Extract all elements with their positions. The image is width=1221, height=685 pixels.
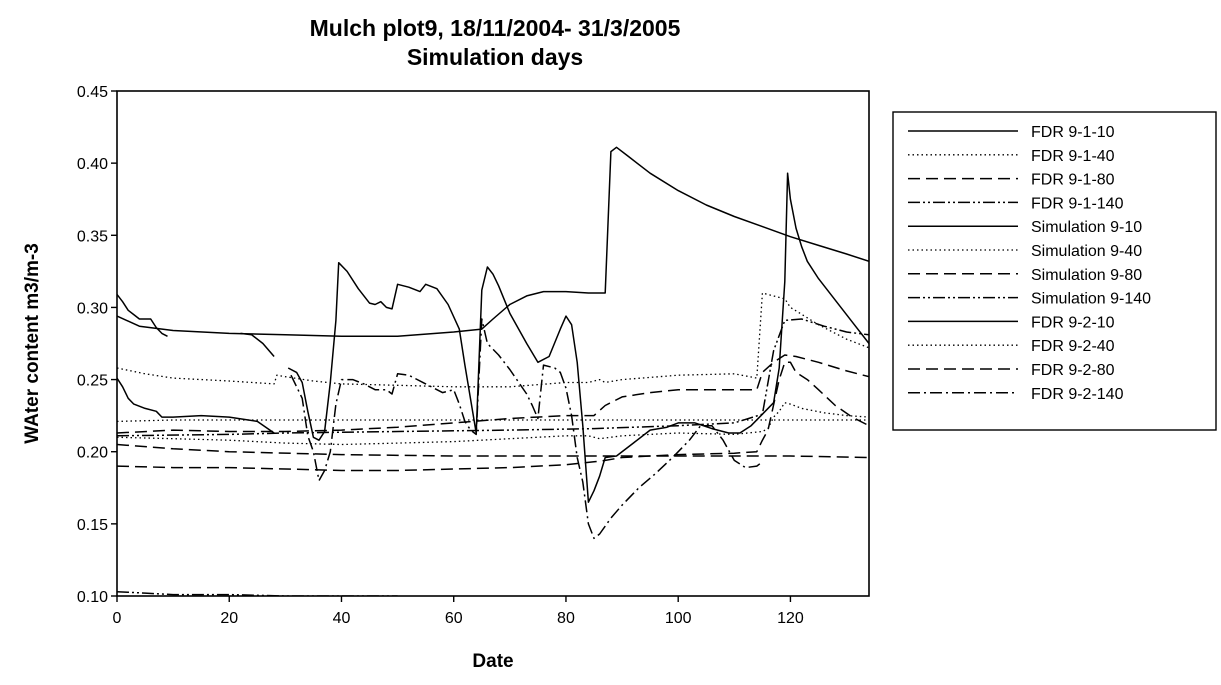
y-tick-label: 0.10	[77, 589, 108, 606]
y-tick-label: 0.40	[77, 156, 108, 173]
series-simulation-9-80	[117, 443, 869, 459]
legend-label: FDR 9-2-10	[1031, 314, 1115, 331]
legend-item: FDR 9-2-10	[908, 314, 1115, 331]
legend-item: FDR 9-1-10	[908, 124, 1115, 141]
series-fdr-9-1-80	[117, 354, 869, 434]
y-axis-title: WAter content m3/m-3	[22, 243, 43, 444]
y-tick-label: 0.35	[77, 228, 108, 245]
series-line	[117, 354, 869, 434]
x-tick-label: 40	[333, 610, 351, 627]
series-line	[290, 318, 763, 540]
y-tick-label: 0.20	[77, 445, 108, 462]
legend-label: Simulation 9-140	[1031, 291, 1151, 308]
series-line	[117, 590, 398, 596]
legend-item: FDR 9-2-140	[908, 386, 1124, 403]
legend-label: FDR 9-2-80	[1031, 362, 1115, 379]
legend-item: FDR 9-1-140	[908, 195, 1124, 212]
series-line	[117, 146, 869, 338]
series-fdr-9-1-140	[117, 590, 398, 596]
x-axis-title: Date	[472, 651, 513, 672]
x-tick-label: 80	[557, 610, 575, 627]
series-fdr-9-2-40	[117, 402, 869, 446]
series-layer	[117, 146, 869, 596]
legend-item: Simulation 9-10	[908, 219, 1142, 236]
series-fdr-9-2-10	[117, 172, 869, 503]
series-line	[117, 377, 275, 434]
legend-label: Simulation 9-80	[1031, 267, 1142, 284]
series-simulation-9-10	[117, 146, 869, 338]
series-line	[117, 293, 168, 337]
x-tick-label: 120	[777, 610, 804, 627]
x-tick-label: 0	[113, 610, 122, 627]
series-line	[117, 402, 869, 446]
legend-item: FDR 9-1-40	[908, 148, 1115, 165]
legend-item: FDR 9-2-80	[908, 362, 1115, 379]
x-tick-label: 100	[665, 610, 692, 627]
series-line	[117, 292, 869, 388]
series-line	[287, 172, 869, 503]
legend-item: Simulation 9-80	[908, 267, 1142, 284]
axes-layer: 0.10 0.15 0.20 0.25 0.30 0.35 0.40 0.45 0 20 40 60 8…	[77, 84, 804, 627]
y-tick-label: 0.45	[77, 84, 108, 101]
legend-item: FDR 9-2-40	[908, 338, 1115, 355]
series-simulation-9-140	[117, 318, 869, 437]
plot-area	[116, 90, 870, 597]
x-tick-label: 60	[445, 610, 463, 627]
series-fdr-9-2-140	[290, 318, 763, 540]
legend: FDR 9-1-10 FDR 9-1-40 FDR 9-1-80 FDR 9-1-14…	[892, 111, 1217, 431]
legend-item: Simulation 9-140	[908, 291, 1151, 308]
series-line	[117, 443, 869, 459]
legend-item: FDR 9-1-80	[908, 172, 1115, 189]
legend-label: FDR 9-1-10	[1031, 124, 1115, 141]
y-tick-label: 0.30	[77, 300, 108, 317]
series-fdr-9-2-80	[117, 361, 869, 472]
legend-item: Simulation 9-40	[908, 243, 1142, 260]
legend-label: Simulation 9-10	[1031, 219, 1142, 236]
legend-label: FDR 9-1-40	[1031, 148, 1115, 165]
series-fdr-9-1-10	[117, 293, 275, 357]
series-fdr-9-1-40	[117, 292, 869, 388]
legend-label: FDR 9-2-140	[1031, 386, 1124, 403]
chart-subtitle: Simulation days	[407, 44, 583, 70]
series-line	[240, 332, 275, 357]
legend-label: Simulation 9-40	[1031, 243, 1142, 260]
legend-frame	[892, 111, 1217, 431]
legend-label: FDR 9-1-80	[1031, 172, 1115, 189]
legend-label: FDR 9-2-40	[1031, 338, 1115, 355]
x-tick-label: 20	[220, 610, 238, 627]
legend-label: FDR 9-1-140	[1031, 195, 1124, 212]
series-line	[117, 361, 869, 472]
series-line	[117, 318, 869, 437]
y-tick-label: 0.25	[77, 373, 108, 390]
chart-title: Mulch plot9, 18/11/2004- 31/3/2005	[310, 15, 681, 41]
y-tick-label: 0.15	[77, 517, 108, 534]
